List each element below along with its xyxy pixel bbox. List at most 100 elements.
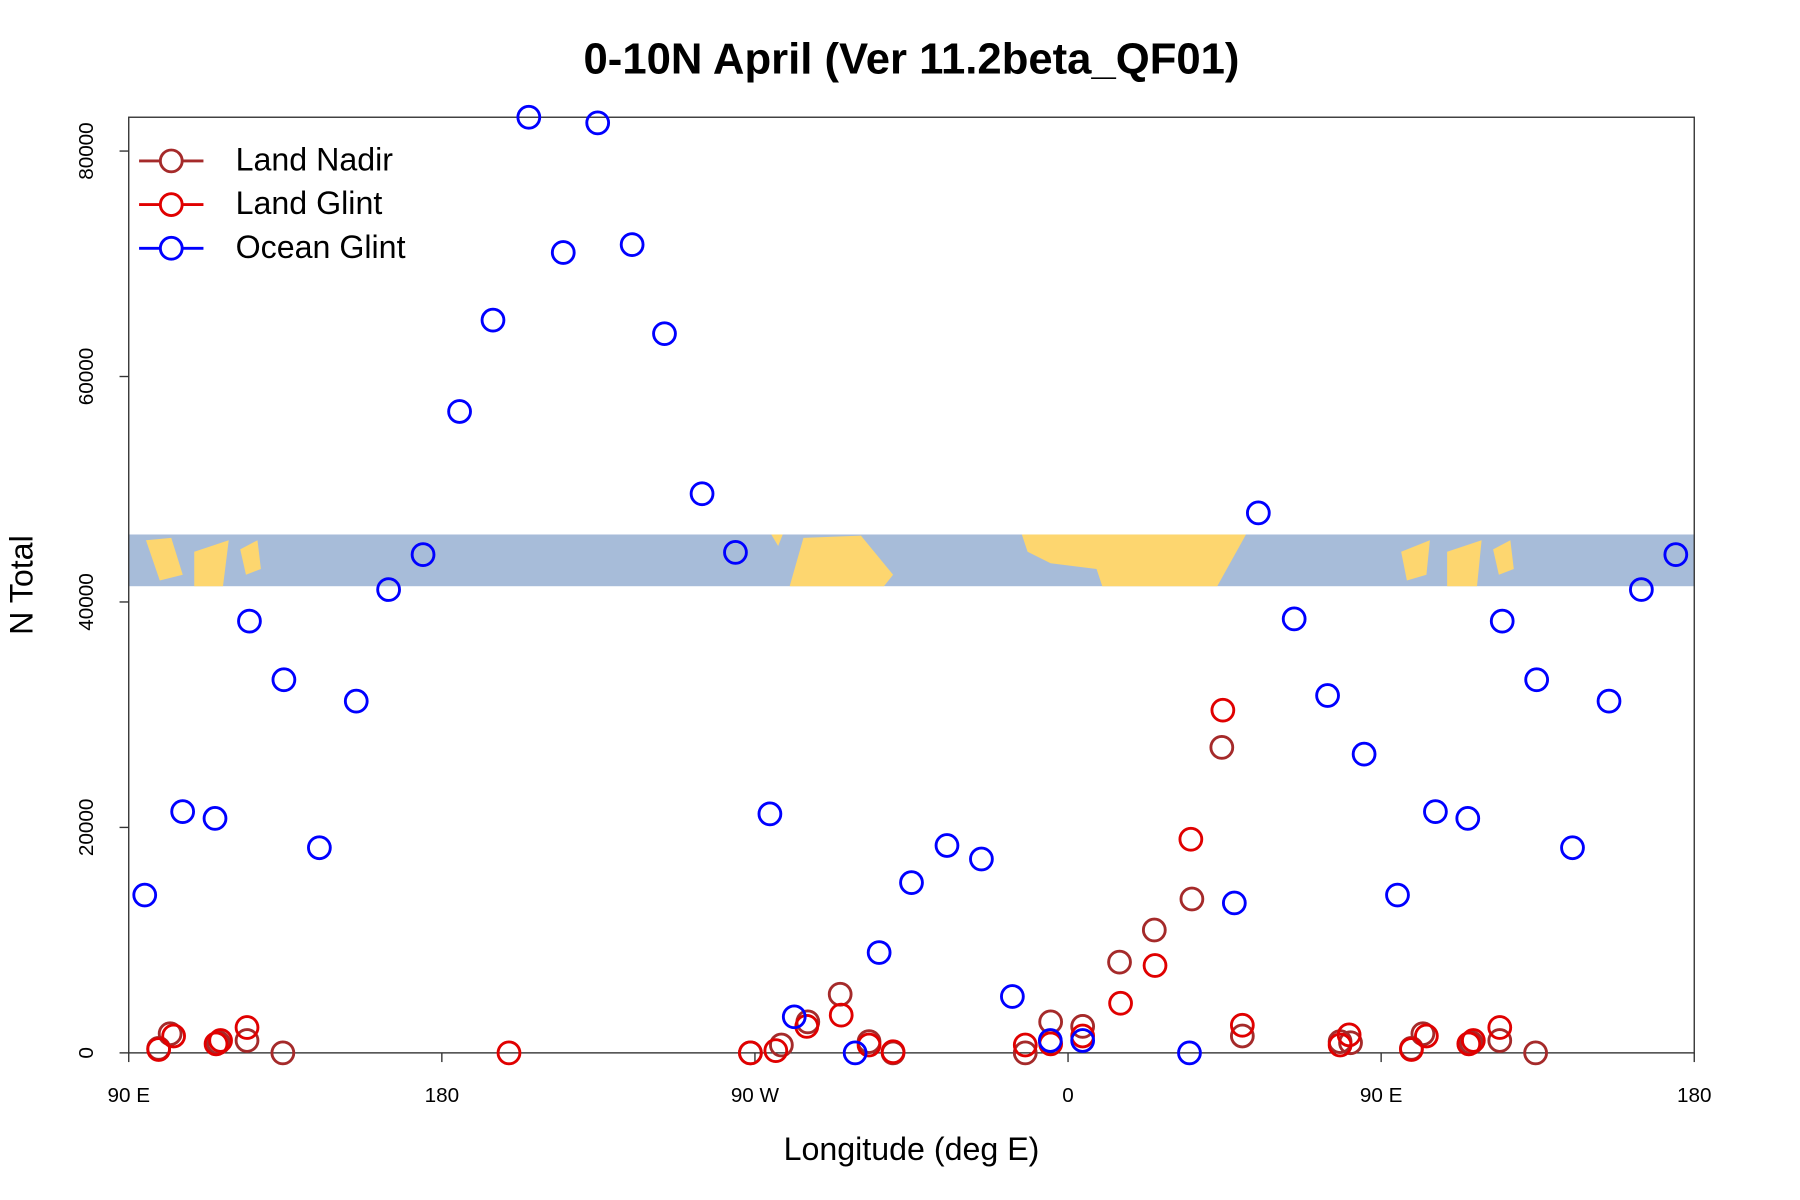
legend-label: Land Glint bbox=[236, 185, 383, 221]
x-tick-label: 90 E bbox=[107, 1084, 150, 1107]
point bbox=[1560, 835, 1585, 861]
point bbox=[1315, 683, 1340, 708]
x-axis-label: Longitude (deg E) bbox=[784, 1131, 1040, 1167]
point bbox=[1487, 1028, 1513, 1053]
y-tick-label: 20000 bbox=[75, 799, 98, 856]
point bbox=[1179, 886, 1205, 912]
point bbox=[827, 981, 853, 1007]
point bbox=[757, 801, 783, 827]
x-tick-label: 180 bbox=[425, 1084, 460, 1107]
point bbox=[1596, 688, 1622, 714]
point bbox=[270, 1040, 296, 1066]
point bbox=[1487, 1015, 1513, 1040]
point bbox=[343, 688, 369, 714]
point bbox=[1523, 1040, 1548, 1066]
x-tick-label: 90 E bbox=[1360, 1084, 1403, 1107]
point bbox=[880, 1039, 906, 1065]
y-tick-label: 80000 bbox=[75, 122, 98, 179]
point bbox=[828, 1002, 854, 1028]
point bbox=[1245, 500, 1271, 526]
y-tick-label: 40000 bbox=[75, 573, 98, 630]
point bbox=[1210, 697, 1236, 723]
point bbox=[619, 232, 645, 257]
point bbox=[550, 240, 576, 265]
x-tick-label: 180 bbox=[1677, 1084, 1712, 1107]
point bbox=[271, 667, 297, 693]
legend-label: Land Nadir bbox=[236, 142, 394, 178]
point bbox=[1460, 1028, 1486, 1053]
point bbox=[1423, 799, 1448, 824]
point bbox=[1229, 1012, 1255, 1038]
y-axis-label: N Total bbox=[4, 535, 40, 635]
point bbox=[161, 1023, 186, 1049]
point bbox=[1142, 953, 1168, 978]
point bbox=[781, 1004, 807, 1030]
chart-title: 0-10N April (Ver 11.2beta_QF01) bbox=[584, 35, 1240, 84]
plot-frame bbox=[128, 116, 1695, 1054]
point bbox=[1351, 741, 1377, 767]
point bbox=[447, 399, 472, 424]
point bbox=[1338, 1030, 1363, 1056]
point bbox=[1489, 608, 1515, 634]
point bbox=[1221, 890, 1247, 916]
point bbox=[1178, 826, 1204, 852]
point bbox=[1000, 984, 1025, 1009]
point bbox=[376, 577, 401, 602]
x-tick-label: 0 bbox=[1062, 1084, 1074, 1107]
point bbox=[1177, 1040, 1202, 1066]
map-strip bbox=[128, 534, 1695, 587]
point bbox=[1410, 1021, 1436, 1047]
point bbox=[1037, 1028, 1063, 1053]
point bbox=[1070, 1014, 1096, 1039]
point bbox=[856, 1032, 882, 1058]
point bbox=[170, 799, 196, 824]
point bbox=[516, 104, 542, 130]
point bbox=[1209, 735, 1235, 760]
grid: 90 E 180 90 W 0 90 E 180 0 20000 40000 60000 80000 bbox=[75, 122, 1712, 1107]
point bbox=[208, 1028, 233, 1053]
point bbox=[1108, 990, 1133, 1016]
point bbox=[899, 870, 924, 896]
point bbox=[1629, 577, 1654, 602]
point bbox=[1663, 542, 1689, 567]
point bbox=[234, 1015, 260, 1040]
point bbox=[202, 806, 228, 831]
point bbox=[307, 835, 332, 861]
y-tick-label: 0 bbox=[75, 1047, 98, 1059]
legend: Land Nadir Land Glint Ocean Glint bbox=[139, 142, 406, 265]
point bbox=[157, 1021, 183, 1047]
marks bbox=[132, 104, 1689, 1066]
point bbox=[585, 110, 611, 136]
point bbox=[237, 608, 262, 634]
point bbox=[1141, 917, 1167, 943]
point bbox=[1399, 1037, 1424, 1062]
legend-label: Ocean Glint bbox=[236, 229, 406, 265]
point bbox=[1070, 1028, 1096, 1053]
point bbox=[480, 307, 506, 333]
point bbox=[132, 882, 158, 908]
point bbox=[146, 1037, 172, 1062]
point bbox=[689, 481, 715, 507]
point bbox=[1012, 1040, 1038, 1066]
point bbox=[723, 540, 748, 565]
point bbox=[934, 833, 960, 858]
point bbox=[1524, 667, 1550, 693]
point bbox=[203, 1031, 229, 1057]
point bbox=[1456, 1031, 1482, 1057]
x-tick-label: 90 W bbox=[731, 1084, 780, 1107]
point bbox=[234, 1028, 260, 1053]
point bbox=[1229, 1023, 1255, 1049]
point bbox=[1281, 606, 1307, 632]
point bbox=[1336, 1022, 1362, 1048]
point bbox=[1012, 1032, 1038, 1058]
point bbox=[1414, 1023, 1439, 1049]
point bbox=[866, 940, 892, 965]
y-tick-label: 60000 bbox=[75, 348, 98, 405]
point bbox=[496, 1040, 522, 1066]
point bbox=[1107, 949, 1132, 975]
point bbox=[410, 542, 436, 567]
point bbox=[1455, 806, 1481, 831]
point bbox=[769, 1032, 794, 1058]
